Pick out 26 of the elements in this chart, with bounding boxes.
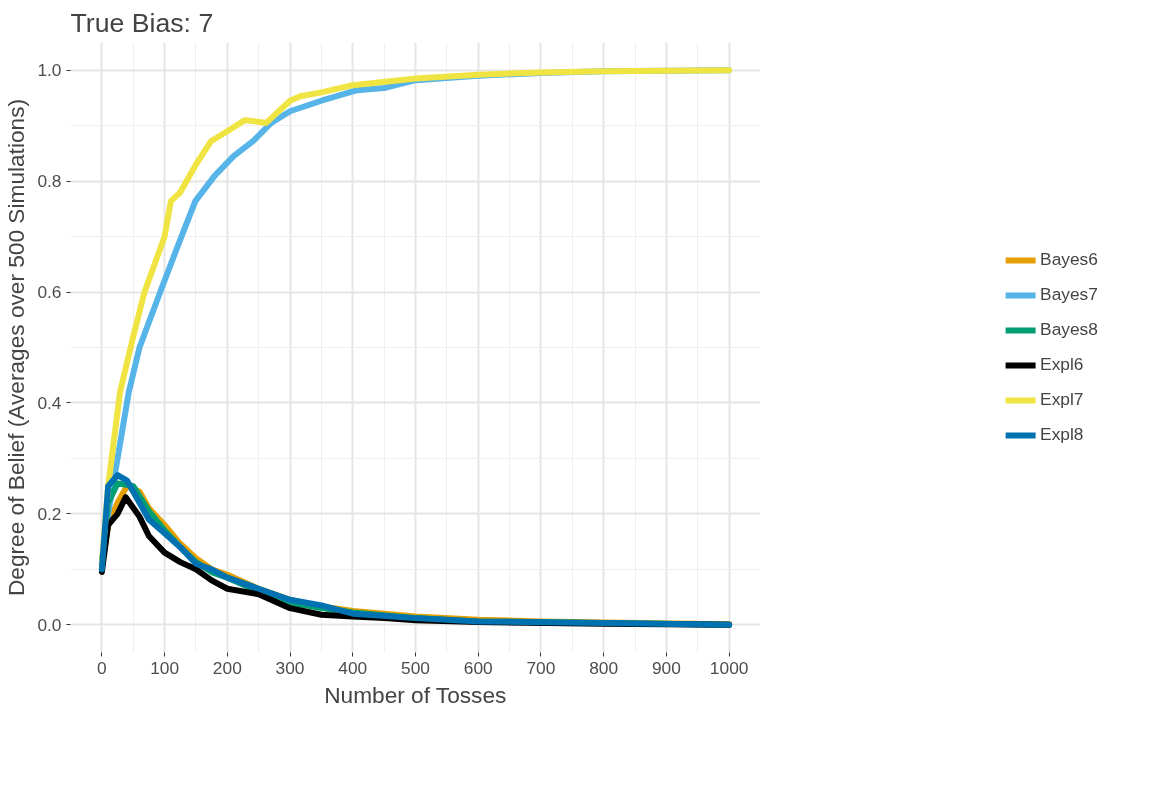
x-tick-label: 400 (338, 657, 368, 678)
x-tick-label: 100 (150, 657, 180, 678)
x-tick-label: 300 (275, 657, 305, 678)
x-tick-label: 500 (401, 657, 430, 678)
x-tick-label: 800 (589, 657, 619, 678)
y-tick-label: 0.2 (37, 503, 62, 524)
x-axis-title: Number of Tosses (324, 681, 507, 708)
y-axis-title: Degree of Belief (Averages over 500 Simulations) (3, 98, 30, 597)
legend-label: Expl6 (1040, 354, 1084, 375)
legend-label: Expl7 (1040, 389, 1084, 410)
y-tick-label: 1.0 (37, 60, 62, 81)
y-tick-label: 0.6 (37, 282, 62, 303)
y-tick-label: 0.8 (37, 171, 62, 192)
x-tick-label: 700 (526, 657, 556, 678)
legend-label: Expl8 (1040, 424, 1084, 445)
x-tick-label: 600 (463, 657, 493, 678)
x-tick-label: 0 (97, 657, 107, 678)
x-tick-label: 200 (212, 657, 242, 678)
x-tick-label: 900 (651, 657, 681, 678)
legend-label: Bayes7 (1040, 284, 1098, 305)
x-tick-label: 1000 (709, 657, 749, 678)
legend-label: Bayes6 (1040, 249, 1098, 270)
legend-label: Bayes8 (1040, 319, 1098, 340)
y-tick-label: 0.4 (37, 392, 62, 413)
y-tick-label: 0.0 (37, 614, 62, 635)
chart-title: True Bias: 7 (70, 7, 214, 38)
